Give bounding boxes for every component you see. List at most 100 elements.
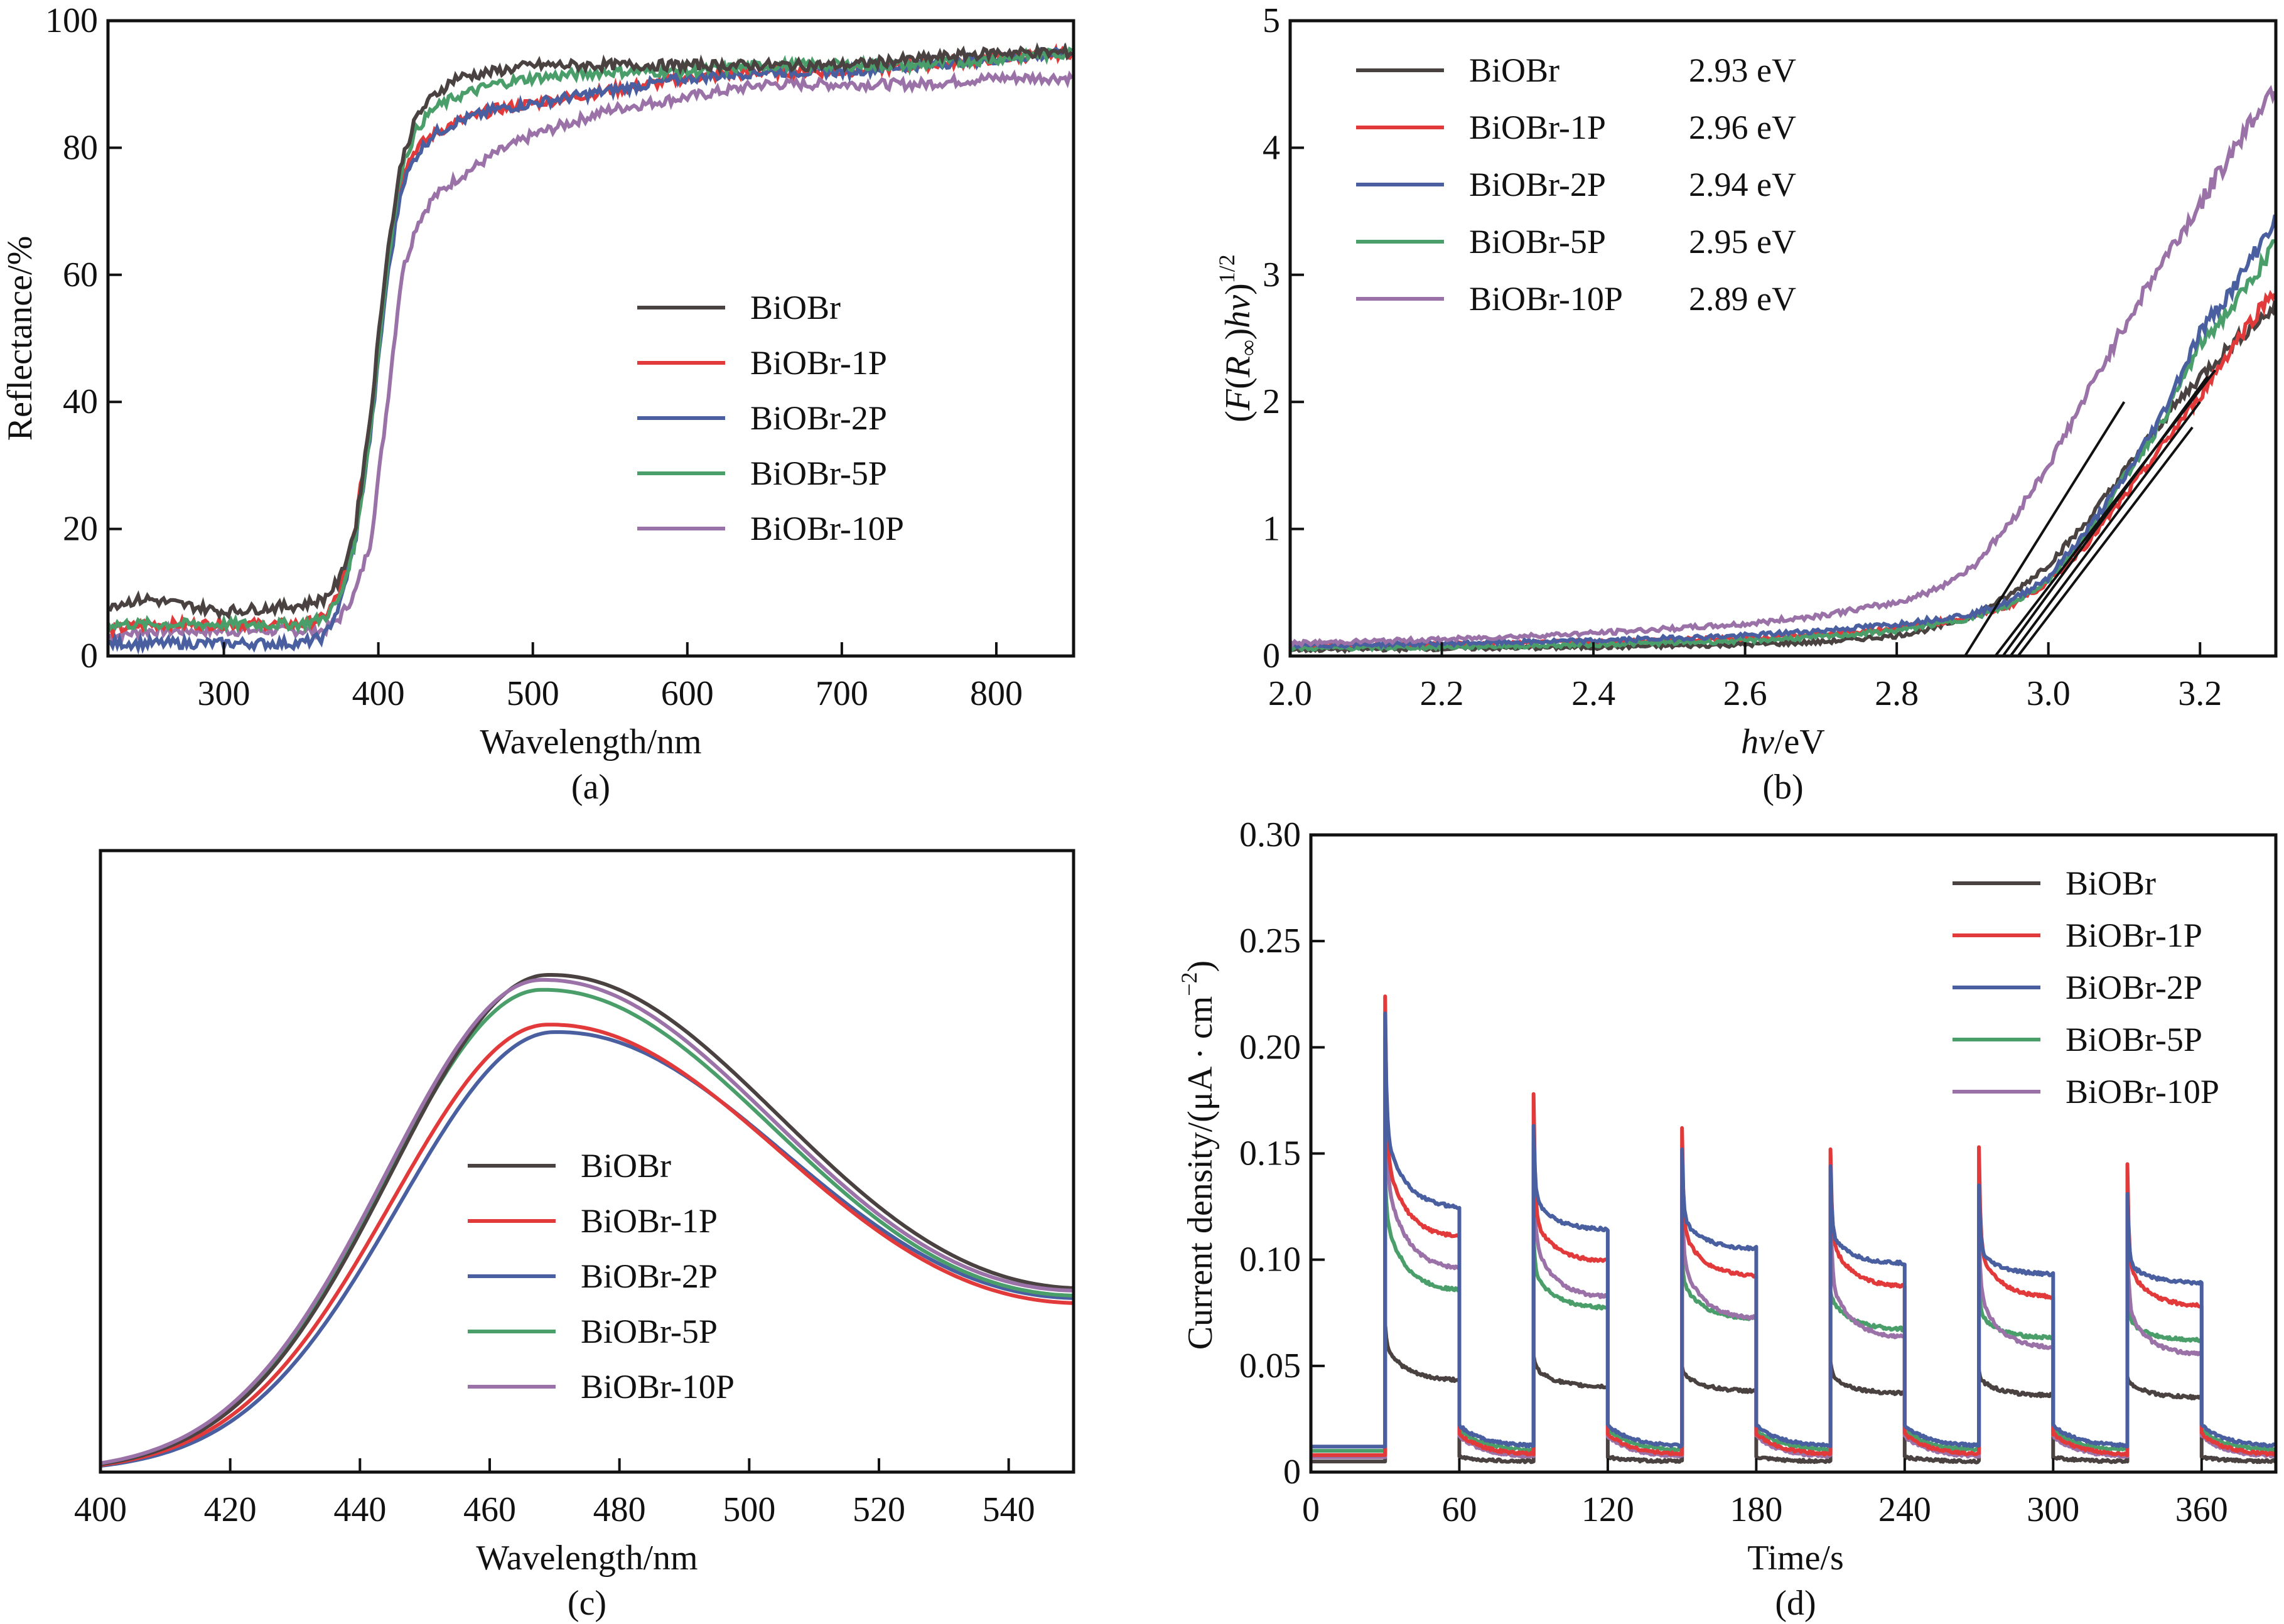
panel-d-ticks: 0 60 120 180 240 300 360 0 0.05 0.10 0.15 0.20 0.25 0… — [1239, 815, 2228, 1529]
panel-a-xtick-label: 500 — [507, 674, 559, 713]
panel-b-caption: (b) — [1762, 768, 1803, 807]
panel-c-xtick-label: 480 — [593, 1490, 646, 1529]
panel-c-xtick-label: 400 — [74, 1490, 127, 1529]
panel-b-ytick-label: 0 — [1263, 637, 1280, 675]
panel-b-ytick-label: 1 — [1263, 510, 1280, 549]
panel-b-legend-bandgap-biobr-2p: 2.94 eV — [1689, 166, 1796, 203]
panel-c-series-biobr — [100, 973, 1074, 1466]
panel-d-photocurrent: 0 60 120 180 240 300 360 0 0.05 0.10 0.15 0.20 0.25 0… — [1177, 815, 2278, 1623]
panel-a-ytick-label: 80 — [63, 128, 98, 167]
panel-b-xlabel-var: hν — [1741, 723, 1774, 761]
panel-a-series-biobr-2p — [107, 43, 1072, 655]
panel-a-ytick-label: 60 — [63, 255, 98, 294]
panel-a-legend-label-biobr-2p: BiOBr-2P — [750, 399, 887, 437]
panel-d-xtick-label: 120 — [1581, 1490, 1634, 1529]
panel-a-caption: (a) — [571, 768, 610, 807]
panel-b-ticks: 2.0 2.2 2.4 2.6 2.8 3.0 3.2 0 1 2 3 4 5 — [1263, 1, 2222, 713]
panel-b-xtick-label: 3.0 — [2027, 674, 2071, 713]
panel-b-tangent-biobr-2p — [2001, 375, 2209, 657]
panel-d-series-biobr-1p — [1311, 994, 2277, 1458]
panel-b-legend-label-biobr-1p: BiOBr-1P — [1469, 109, 1606, 146]
panel-d-xtick-label: 60 — [1441, 1490, 1477, 1529]
panel-d-series-biobr — [1311, 1321, 2277, 1465]
panel-c-xtick-label: 500 — [723, 1490, 775, 1529]
panel-c-series-biobr-1p — [100, 1023, 1074, 1467]
panel-d-xlabel: Time/s — [1747, 1539, 1844, 1578]
panel-c-frame — [99, 849, 1075, 1474]
panel-b-xtick-label: 3.2 — [2178, 674, 2222, 713]
panel-d-caption: (d) — [1775, 1584, 1816, 1623]
panel-c-series — [100, 973, 1074, 1468]
panel-d-series — [1311, 994, 2278, 1465]
panel-d-ytick-label: 0.25 — [1239, 922, 1301, 960]
panel-a-xtick-label: 400 — [352, 674, 405, 713]
panel-b-series-biobr-2p — [1290, 214, 2277, 650]
panel-b-legend-label-biobr: BiOBr — [1469, 51, 1559, 89]
panel-b-xtick-label: 2.6 — [1723, 674, 1767, 713]
panel-d-legend-label-biobr-2p: BiOBr-2P — [2066, 969, 2202, 1006]
panel-c-legend: BiOBr BiOBr-1P BiOBr-2P BiOBr-5P BiOBr-10P — [468, 1147, 735, 1406]
panel-c-xlabel: Wavelength/nm — [476, 1539, 698, 1578]
panel-b-series-biobr-5p — [1289, 239, 2276, 653]
panel-d-ytick-label: 0.05 — [1239, 1347, 1301, 1385]
panel-d-ytick-label: 0.10 — [1239, 1240, 1301, 1279]
panel-b-legend-label-biobr-10p: BiOBr-10P — [1469, 280, 1623, 318]
panel-a-series-biobr-5p — [106, 46, 1073, 634]
panel-b-ytick-label: 5 — [1263, 1, 1280, 40]
panel-a-legend-label-biobr: BiOBr — [750, 289, 841, 326]
panel-c-xtick-label: 420 — [204, 1490, 257, 1529]
panel-d-legend: BiOBr BiOBr-1P BiOBr-2P BiOBr-5P BiOBr-10P — [1953, 864, 2219, 1110]
panel-d-xtick-label: 360 — [2175, 1490, 2228, 1529]
panel-b-xlabel: hν/eV — [1741, 723, 1825, 761]
panel-d-ytick-label: 0.20 — [1239, 1028, 1301, 1067]
panel-b-ytick-label: 2 — [1263, 382, 1280, 421]
panel-d-xtick-label: 240 — [1878, 1490, 1931, 1529]
panel-b-tangent-biobr-5p — [2009, 401, 2201, 657]
panel-a-ytick-label: 40 — [63, 382, 98, 421]
panel-d-xtick-label: 300 — [2027, 1490, 2079, 1529]
panel-a-xtick-label: 600 — [661, 674, 714, 713]
panel-a-series — [106, 42, 1074, 655]
panel-a-ytick-label: 0 — [80, 637, 98, 675]
panel-a-series-biobr-10p — [107, 69, 1074, 644]
panel-b-tangent-biobr-10p — [1964, 401, 2126, 657]
panel-b-tangents — [1964, 369, 2216, 657]
panel-a-ticks: 300 400 500 600 700 800 0 20 40 60 80 100 — [45, 1, 1023, 713]
panel-a-series-biobr-1p — [107, 43, 1074, 641]
panel-a-xtick-label: 800 — [970, 674, 1023, 713]
panel-d-ytick-label: 0.15 — [1239, 1134, 1301, 1173]
panel-c-series-biobr-2p — [100, 1030, 1074, 1468]
panel-a-xlabel: Wavelength/nm — [480, 723, 701, 761]
panel-a-legend-label-biobr-10p: BiOBr-10P — [750, 510, 904, 547]
panel-d-legend-label-biobr-10p: BiOBr-10P — [2066, 1073, 2219, 1110]
panel-c-legend-label-biobr-1p: BiOBr-1P — [581, 1202, 718, 1240]
panel-a-frame — [106, 19, 1075, 658]
panel-d-legend-label-biobr-1p: BiOBr-1P — [2066, 917, 2202, 954]
panel-a-legend-label-biobr-1p: BiOBr-1P — [750, 344, 887, 382]
panel-a-xtick-label: 300 — [198, 674, 250, 713]
panel-b-frame — [1288, 19, 2278, 658]
panel-c-xtick-label: 540 — [983, 1490, 1035, 1529]
panel-c-xtick-label: 460 — [463, 1490, 516, 1529]
panel-a-legend: BiOBr BiOBr-1P BiOBr-2P BiOBr-5P BiOBr-10P — [637, 289, 904, 547]
panel-b-legend-label-biobr-2p: BiOBr-2P — [1469, 166, 1606, 203]
panel-b-xtick-label: 2.8 — [1875, 674, 1919, 713]
panel-b-legend-label-biobr-5p: BiOBr-5P — [1469, 223, 1606, 261]
panel-a-ylabel: Reflectance/% — [1, 236, 40, 441]
panel-d-xtick-label: 180 — [1730, 1490, 1782, 1529]
panel-c-xtick-label: 520 — [853, 1490, 905, 1529]
panel-c-legend-label-biobr-5p: BiOBr-5P — [581, 1313, 718, 1350]
panel-d-xtick-label: 0 — [1302, 1490, 1320, 1529]
panel-a-ytick-label: 100 — [45, 1, 98, 40]
panel-b-tangent-biobr-1p — [2017, 426, 2194, 657]
panel-a-ytick-label: 20 — [63, 510, 98, 549]
panel-a-series-biobr — [107, 42, 1074, 620]
panel-b-xtick-label: 2.0 — [1268, 674, 1312, 713]
panel-a-legend-label-biobr-5p: BiOBr-5P — [750, 454, 887, 492]
panel-d-series-biobr-2p — [1311, 1011, 2276, 1449]
panel-b-legend-bandgap-biobr-5p: 2.95 eV — [1689, 223, 1796, 261]
panel-d-ylabel: Current density/(μA · cm−2) — [1177, 960, 1220, 1350]
panel-c-legend-label-biobr-2p: BiOBr-2P — [581, 1257, 718, 1295]
panel-b-ytick-label: 4 — [1263, 128, 1280, 167]
